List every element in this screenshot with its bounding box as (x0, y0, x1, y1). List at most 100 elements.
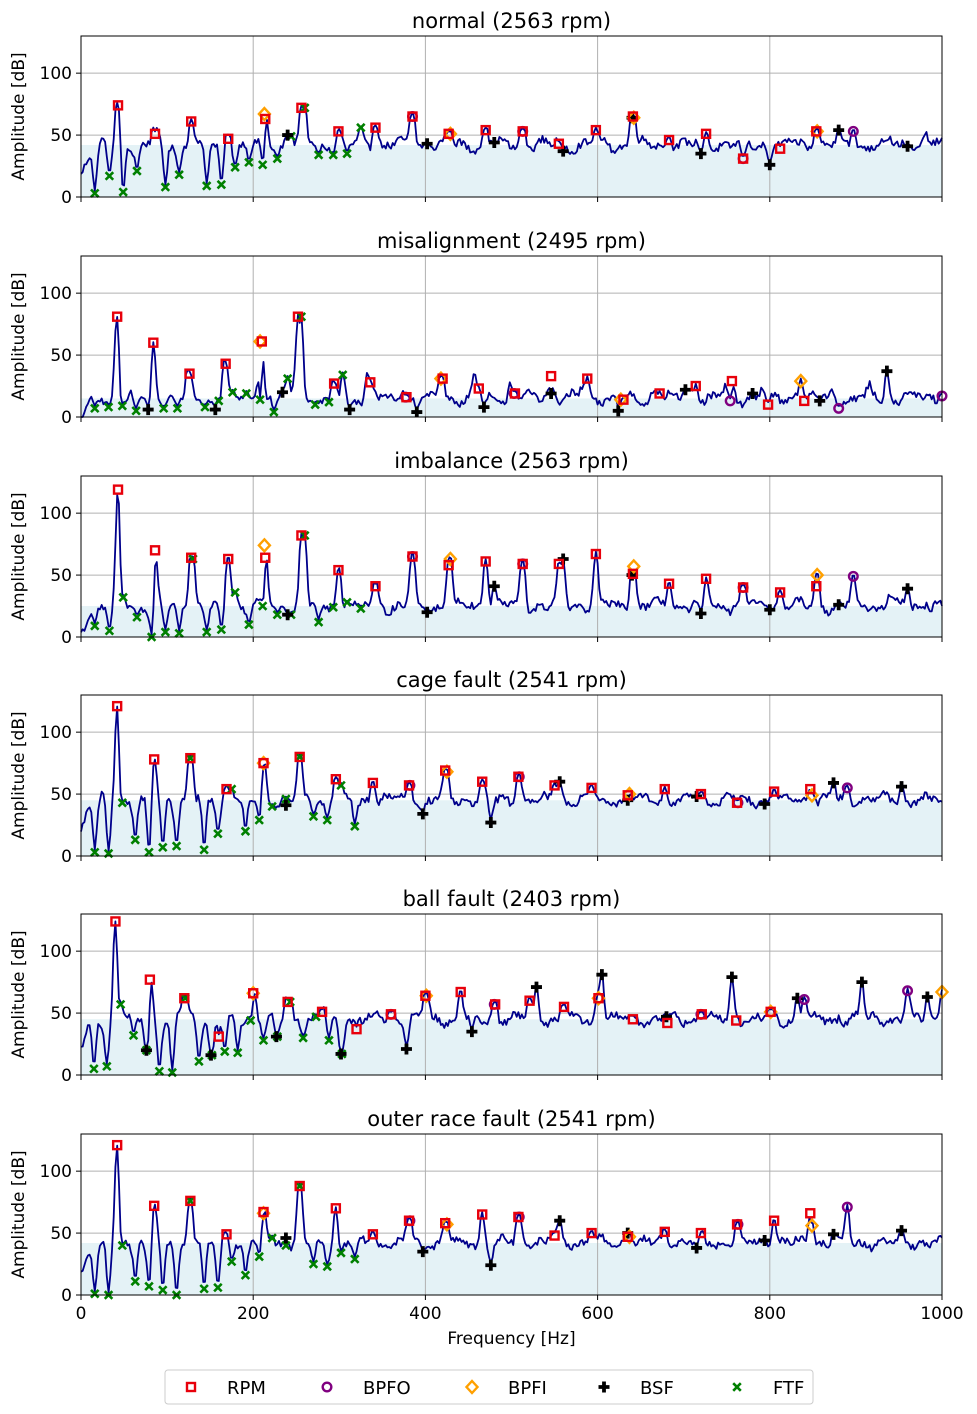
ftf-marker (117, 1240, 128, 1251)
ftf-marker (185, 1196, 196, 1206)
rpm-marker (480, 124, 491, 136)
ftf-marker (322, 1261, 332, 1272)
bsf-marker (695, 607, 707, 619)
ftf-marker (230, 587, 240, 598)
legend-label: RPM (227, 1378, 266, 1399)
bsf-marker (747, 387, 759, 399)
rpm-marker (695, 1227, 707, 1239)
y-tick-label: 50 (50, 566, 72, 586)
rpm-marker (480, 556, 491, 567)
rpm-marker (765, 1006, 776, 1018)
bsf-marker (205, 1049, 217, 1061)
rpm-marker (696, 1009, 707, 1020)
rpm-marker (370, 122, 381, 133)
rpm-marker (149, 128, 161, 140)
bsf-marker (270, 1031, 282, 1043)
rpm-marker (513, 771, 524, 782)
rpm-marker (184, 368, 195, 379)
plot-frame (80, 35, 943, 198)
rpm-marker (282, 996, 293, 1008)
rpm-marker (110, 916, 121, 927)
rpm-marker (111, 311, 123, 322)
ftf-marker (118, 592, 128, 603)
rpm-marker (179, 993, 190, 1004)
ftf-marker (213, 1282, 223, 1293)
rpm-marker (627, 1014, 639, 1025)
ftf-marker (117, 401, 128, 411)
ftf-marker (132, 166, 142, 176)
bpfi-marker (433, 370, 449, 387)
rpm-marker (662, 1017, 673, 1029)
ftf-marker (240, 1270, 251, 1280)
rpm-marker (618, 394, 629, 405)
bpfi-marker (626, 558, 641, 575)
rpm-marker (695, 788, 707, 800)
ftf-marker (160, 627, 171, 637)
bsf-marker (902, 140, 914, 152)
ftf-marker (199, 1284, 209, 1294)
rpm-marker (294, 751, 305, 763)
rpm-marker (509, 388, 521, 399)
subplot-1: normal (2563 rpm) 0 50 100 Amplitude [dB] (9, 9, 943, 208)
rpm-marker (440, 1217, 451, 1229)
spectrum-line (80, 1144, 943, 1294)
ftf-marker (214, 396, 224, 406)
ftf-marker (213, 828, 223, 839)
spectrum-line (80, 705, 943, 852)
rpm-marker (220, 358, 231, 369)
rpm-marker (148, 337, 159, 348)
y-tick-label: 0 (61, 847, 72, 867)
ftf-marker (267, 1233, 277, 1243)
rpm-marker (582, 373, 593, 384)
ftf-marker (89, 1064, 99, 1074)
bsf-marker (282, 609, 294, 621)
y-tick-label: 100 (40, 723, 72, 743)
rpm-marker (690, 380, 701, 392)
rpm-marker (455, 986, 466, 998)
x-axis-label: Frequency [Hz] (447, 1329, 575, 1349)
rpm-marker (549, 780, 560, 791)
legend-label: BSF (640, 1378, 674, 1399)
rpm-marker (731, 1219, 743, 1230)
rpm-marker (586, 1227, 597, 1239)
ftf-marker (200, 402, 210, 412)
rpm-marker (737, 153, 749, 164)
rpm-marker (799, 395, 810, 407)
bsf-marker (691, 1242, 703, 1254)
ftf-marker (104, 171, 115, 181)
rpm-marker (549, 1230, 560, 1241)
bpfo-marker (833, 402, 845, 414)
y-tick-label: 100 (40, 942, 72, 962)
y-tick-label: 50 (50, 346, 72, 366)
ftf-marker (350, 821, 360, 831)
ftf-marker (338, 370, 348, 380)
bsf-marker (280, 799, 292, 811)
rpm-marker (185, 752, 196, 764)
bpfo-marker (847, 570, 859, 582)
ftf-marker (117, 798, 128, 808)
rpm-marker (590, 548, 602, 560)
subplot-title: normal (2563 rpm) (412, 9, 611, 33)
rpm-marker (663, 134, 675, 146)
bsf-marker (759, 798, 771, 810)
rpm-marker (811, 581, 822, 592)
rpm-legend-marker (185, 1381, 197, 1393)
bsf-marker (759, 1235, 771, 1247)
subplot-title: misalignment (2495 rpm) (377, 229, 646, 253)
rpm-marker (737, 582, 749, 593)
rpm-marker (513, 1211, 524, 1223)
rpm-marker (367, 1229, 379, 1240)
ftf-marker (201, 181, 212, 191)
y-axis-label: Amplitude [dB] (9, 1150, 29, 1278)
ftf-marker (132, 612, 142, 622)
rpm-marker (256, 336, 268, 347)
subplot-title: outer race fault (2541 rpm) (367, 1107, 656, 1131)
ftf-marker (267, 801, 277, 812)
rpm-marker (517, 558, 528, 570)
bsf-marker (488, 137, 500, 149)
ftf-marker (230, 162, 240, 172)
ftf-marker (245, 1015, 256, 1026)
rpm-marker (659, 783, 670, 795)
rpm-marker (370, 581, 381, 592)
subplot-3: imbalance (2563 rpm) 0 50 100 Amplitude [dB] (9, 449, 943, 648)
